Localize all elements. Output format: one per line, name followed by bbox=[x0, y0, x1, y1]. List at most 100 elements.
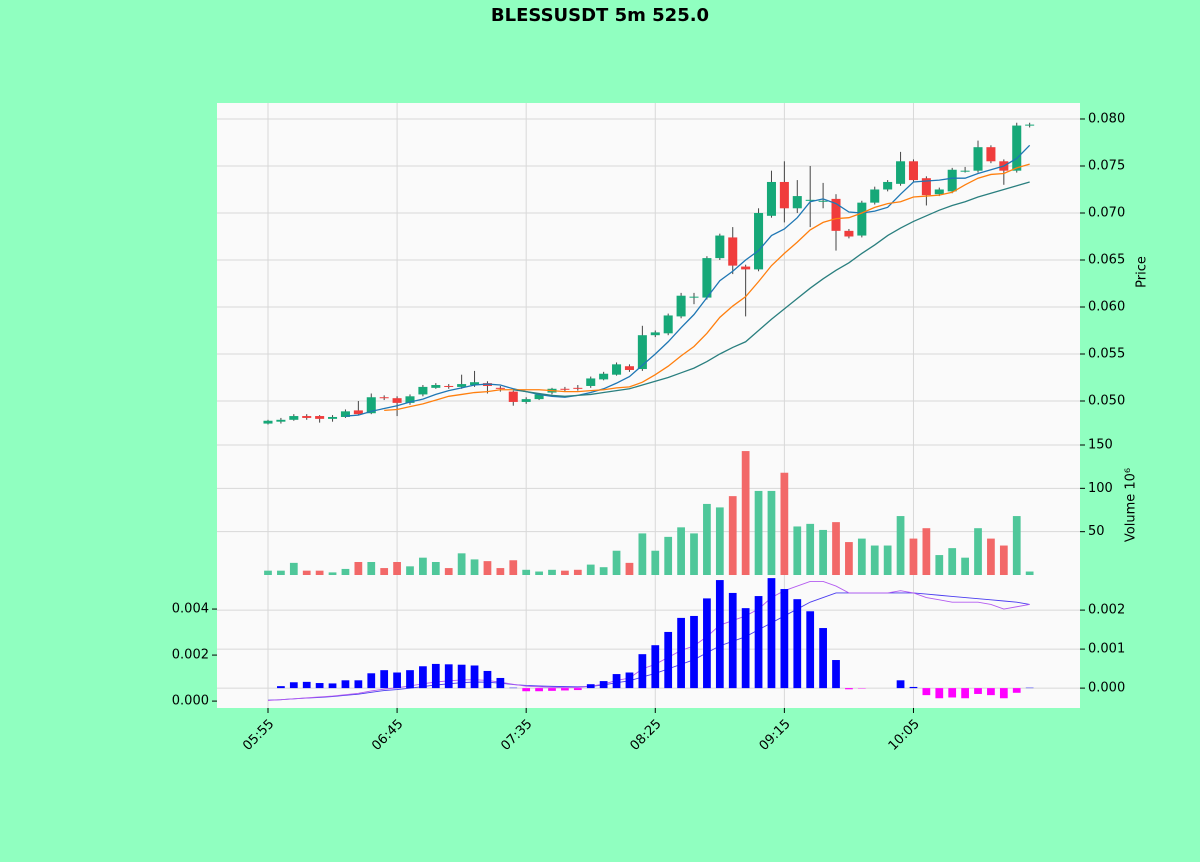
volume-bar bbox=[690, 533, 698, 575]
volume-bar bbox=[406, 566, 414, 575]
volume-bar bbox=[922, 528, 931, 575]
candle-body bbox=[302, 416, 312, 418]
candle-body bbox=[340, 411, 350, 417]
candle-body bbox=[857, 202, 867, 236]
volume-bar bbox=[999, 545, 1008, 575]
macd-histogram-bar bbox=[470, 665, 479, 689]
macd-histogram-bar bbox=[741, 608, 750, 689]
macd-histogram-bar bbox=[987, 688, 995, 696]
macd-histogram-bar bbox=[690, 615, 698, 689]
candle-body bbox=[328, 416, 338, 419]
candle-body bbox=[715, 235, 725, 259]
candle-body bbox=[624, 366, 634, 370]
y-tick-label: 0.002 bbox=[172, 648, 209, 663]
macd-histogram-bar bbox=[612, 674, 621, 689]
macd-histogram-bar bbox=[625, 672, 634, 689]
macd-histogram-bar bbox=[483, 670, 492, 689]
macd-histogram-bar bbox=[586, 684, 595, 689]
volume-bar bbox=[987, 538, 995, 575]
volume-bar bbox=[961, 557, 969, 575]
candle-body bbox=[366, 397, 376, 414]
volume-bar bbox=[819, 529, 827, 575]
macd-histogram-bar bbox=[535, 688, 543, 692]
volume-bar bbox=[354, 562, 363, 575]
volume-bar bbox=[586, 564, 595, 575]
volume-bar bbox=[638, 533, 647, 575]
volume-bar bbox=[302, 570, 311, 575]
y-tick-label: 100 bbox=[1088, 481, 1113, 496]
macd-histogram-bar bbox=[302, 681, 311, 689]
macd-histogram-bar bbox=[1012, 688, 1021, 693]
macd-histogram-bar bbox=[406, 670, 414, 689]
candle-body bbox=[289, 416, 299, 420]
macd-histogram-bar bbox=[599, 681, 608, 689]
volume-bar bbox=[548, 569, 556, 575]
macd-histogram-bar bbox=[664, 631, 673, 689]
candle-body bbox=[276, 419, 286, 422]
volume-bar bbox=[599, 567, 608, 575]
candle-body bbox=[934, 189, 944, 195]
volume-bar bbox=[883, 545, 892, 575]
volume-bar bbox=[1012, 516, 1021, 575]
volume-bar bbox=[948, 548, 957, 575]
candle-body bbox=[457, 384, 467, 387]
macd-histogram-bar bbox=[431, 663, 440, 689]
volume-bar bbox=[612, 550, 621, 575]
candle-body bbox=[921, 178, 931, 196]
candle-body bbox=[1012, 125, 1022, 171]
volume-bar bbox=[845, 542, 853, 575]
x-tick-label: 07:35 bbox=[498, 717, 535, 754]
y-tick-label: 0.065 bbox=[1088, 252, 1125, 267]
volume-bar bbox=[315, 570, 324, 575]
macd-histogram-bar bbox=[728, 592, 737, 689]
candle-body bbox=[908, 161, 918, 181]
volume-bar bbox=[974, 528, 982, 575]
macd-histogram-bar bbox=[393, 672, 401, 689]
volume-bar bbox=[393, 562, 401, 575]
macd-histogram-bar bbox=[780, 589, 789, 689]
macd-histogram-bar bbox=[922, 688, 931, 696]
y-tick-label: 0.002 bbox=[1088, 603, 1125, 618]
macd-histogram-bar bbox=[354, 680, 363, 689]
volume-bar bbox=[509, 560, 518, 575]
macd-histogram-bar bbox=[419, 666, 427, 689]
macd-histogram-bar bbox=[341, 680, 350, 689]
macd-histogram-bar bbox=[819, 628, 827, 689]
x-tick-label: 10:05 bbox=[886, 717, 923, 754]
macd-histogram-bar bbox=[677, 617, 685, 689]
volume-bar bbox=[754, 490, 763, 575]
y-tick-label: 0.004 bbox=[172, 602, 209, 617]
moving-average-line bbox=[384, 163, 1030, 412]
volume-bar bbox=[496, 568, 505, 575]
macd-histogram-bar bbox=[845, 688, 853, 690]
macd-histogram-bar bbox=[315, 683, 324, 689]
volume-bar bbox=[767, 490, 776, 575]
volume-bar bbox=[832, 522, 840, 575]
candle-body bbox=[779, 181, 789, 209]
candle-body bbox=[315, 416, 325, 419]
macd-histogram-bar bbox=[328, 683, 337, 689]
volume-bar bbox=[341, 568, 350, 575]
volume-bar bbox=[1025, 571, 1034, 575]
x-tick-label: 08:25 bbox=[627, 717, 664, 754]
y-tick-label: 0.000 bbox=[1088, 681, 1125, 696]
y-tick-label: 0.001 bbox=[1088, 642, 1125, 657]
y-axis-label: Volume 10⁶ bbox=[1124, 468, 1139, 542]
candle-body bbox=[418, 386, 428, 395]
candle-body bbox=[702, 258, 712, 298]
macd-histogram-bar bbox=[457, 664, 466, 689]
macd-histogram-bar bbox=[561, 688, 569, 691]
x-tick-label: 06:45 bbox=[369, 717, 406, 754]
y-tick-label: 0.080 bbox=[1088, 111, 1125, 126]
volume-bar bbox=[651, 550, 660, 575]
candle-body bbox=[612, 364, 622, 375]
candle-body bbox=[831, 198, 841, 231]
candle-body bbox=[353, 410, 363, 415]
volume-bar bbox=[715, 507, 724, 575]
y-tick-label: 0.000 bbox=[172, 694, 209, 709]
y-axis-label: Price bbox=[1135, 256, 1150, 288]
volume-bar bbox=[625, 562, 634, 575]
candle-body bbox=[379, 397, 389, 399]
volume-bar bbox=[573, 569, 582, 575]
panel-background bbox=[217, 103, 1080, 445]
